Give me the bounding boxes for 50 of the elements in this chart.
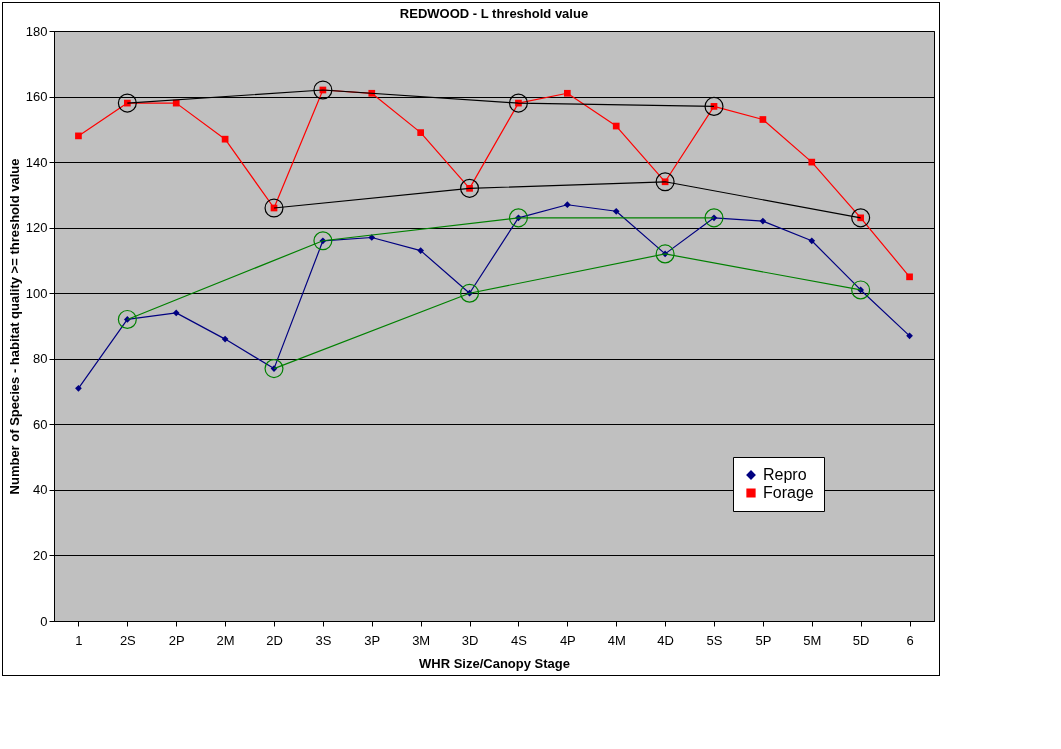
point xyxy=(906,332,913,340)
point xyxy=(759,217,767,225)
x-tick-label: 5M xyxy=(803,632,822,648)
point xyxy=(563,89,571,97)
point xyxy=(75,132,82,140)
y-tick-label: 180 xyxy=(25,23,48,39)
point xyxy=(759,116,767,123)
point xyxy=(221,135,229,143)
x-tick-label: 6 xyxy=(906,632,914,648)
point xyxy=(612,122,620,130)
point xyxy=(75,384,82,392)
x-tick-label: 3S xyxy=(315,632,332,648)
point xyxy=(808,158,816,166)
x-tick-label: 1 xyxy=(75,632,83,648)
legend-label: Repro xyxy=(763,466,807,483)
y-tick-label: 0 xyxy=(40,613,48,629)
x-tick-label: 2P xyxy=(168,632,185,648)
x-axis-title: WHR Size/Canopy Stage xyxy=(419,655,570,671)
y-tick-label: 140 xyxy=(25,154,48,170)
x-tick-label: 4P xyxy=(559,632,576,648)
point xyxy=(906,273,913,281)
x-tick-label: 5S xyxy=(706,632,723,648)
point xyxy=(808,237,816,245)
point xyxy=(221,335,229,343)
y-tick-label: 60 xyxy=(33,416,48,432)
x-tick-label: 5P xyxy=(755,632,772,648)
point xyxy=(563,201,571,209)
point xyxy=(417,247,425,254)
y-axis-title: Number of Species - habitat quality >= threshold value xyxy=(6,158,22,495)
x-tick-label: 3P xyxy=(364,632,381,648)
y-tick-label: 100 xyxy=(25,285,48,301)
point xyxy=(612,207,620,215)
x-tick-label: 5D xyxy=(852,632,870,648)
y-tick-label: 80 xyxy=(33,351,48,367)
y-tick-label: 40 xyxy=(33,482,48,498)
chart-title: REDWOOD - L threshold value xyxy=(399,6,589,21)
x-tick-label: 2M xyxy=(216,632,235,648)
x-tick-label: 3M xyxy=(412,632,431,648)
point xyxy=(417,129,425,136)
x-tick-label: 2D xyxy=(266,632,283,648)
y-tick-label: 160 xyxy=(25,89,48,105)
legend-label: Forage xyxy=(763,484,814,501)
point xyxy=(172,309,180,317)
x-tick-label: 4M xyxy=(607,632,626,648)
x-tick-label: 4D xyxy=(657,632,674,648)
x-tick-label: 3D xyxy=(461,632,479,648)
x-tick-label: 2S xyxy=(119,632,137,648)
y-tick-label: 20 xyxy=(33,547,48,563)
x-tick-label: 4S xyxy=(510,632,528,648)
y-tick-label: 120 xyxy=(25,220,48,236)
